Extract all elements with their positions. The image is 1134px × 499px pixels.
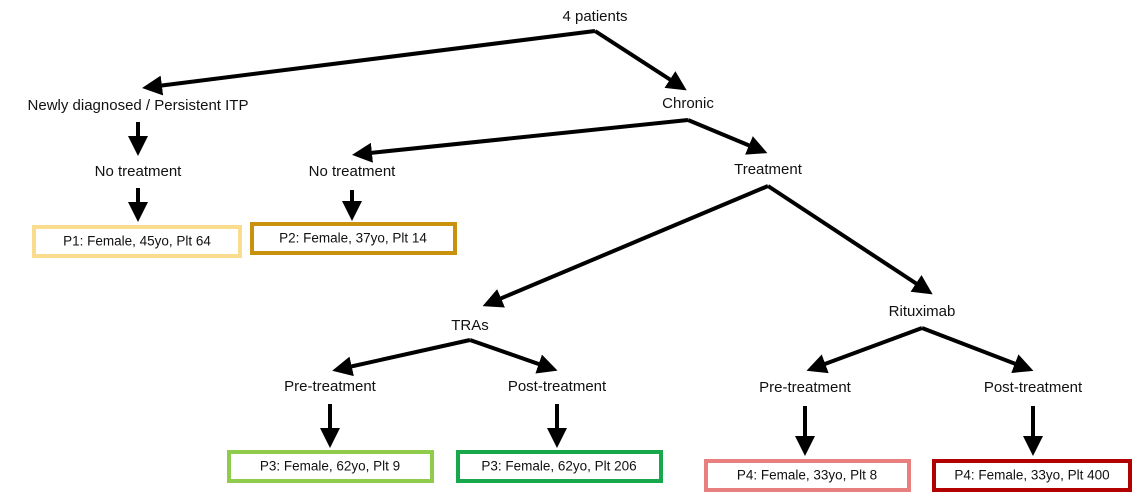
nodes: 4 patients Newly diagnosed / Persistent … (28, 8, 1083, 396)
arrow (766, 184, 933, 295)
node-label: No treatment (95, 163, 183, 180)
patient-box (227, 450, 434, 483)
node-label: Rituximab (889, 303, 956, 320)
arrow (469, 338, 558, 374)
arrow (687, 118, 768, 155)
node-label: 4 patients (562, 8, 627, 25)
arrow (332, 338, 471, 377)
patient-label: P1: Female, 45yo, Plt 64 (63, 234, 211, 249)
patient-box (32, 225, 242, 258)
patient-label: P2: Female, 37yo, Plt 14 (279, 231, 427, 246)
patient-boxes: P1: Female, 45yo, Plt 64 P2: Female, 37y… (32, 222, 1132, 492)
patient-label: P4: Female, 33yo, Plt 8 (737, 468, 877, 483)
node-label: No treatment (309, 163, 397, 180)
arrow (806, 326, 923, 374)
arrow (352, 118, 689, 163)
arrow (142, 29, 596, 96)
node-label: Post-treatment (508, 378, 607, 395)
arrows (128, 29, 1043, 456)
arrow (593, 29, 687, 91)
patient-box (456, 450, 663, 483)
node-label: Newly diagnosed / Persistent ITP (28, 97, 249, 114)
node-label: Pre-treatment (759, 379, 852, 396)
patient-box (250, 222, 457, 255)
patient-box (704, 459, 911, 492)
patient-label: P3: Female, 62yo, Plt 206 (481, 459, 636, 474)
node-label: Treatment (734, 161, 803, 178)
node-label: Post-treatment (984, 379, 1083, 396)
patient-box (932, 459, 1132, 492)
node-label: TRAs (451, 317, 489, 334)
patient-label: P3: Female, 62yo, Plt 9 (260, 459, 400, 474)
node-label: Chronic (662, 95, 714, 112)
arrow (921, 326, 1034, 374)
patient-label: P4: Female, 33yo, Plt 400 (954, 468, 1109, 483)
arrow (482, 184, 769, 308)
node-label: Pre-treatment (284, 378, 377, 395)
